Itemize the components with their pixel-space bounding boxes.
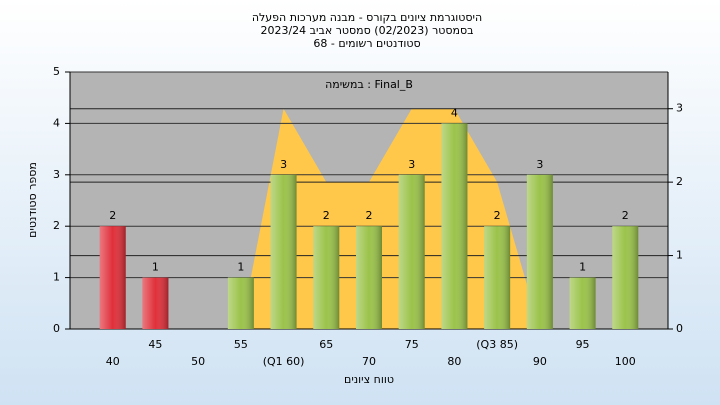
y2-tick-label: 3 (676, 102, 683, 115)
x-tick-label: (Q1 60) (263, 355, 305, 368)
x-tick-label: (Q3 85) (476, 338, 518, 351)
bar-shade (356, 226, 382, 329)
x-tick-label: 80 (447, 355, 461, 368)
value-label: 1 (237, 261, 244, 274)
x-tick-label: 100 (615, 355, 636, 368)
x-tick-label: 65 (319, 338, 333, 351)
x-axis-label: טווח ציונים (344, 373, 394, 386)
y-tick-label: 5 (53, 65, 60, 78)
value-label: 2 (323, 209, 330, 222)
bar-shade (270, 174, 297, 329)
y-tick-label: 0 (53, 322, 60, 335)
bar-shade (227, 277, 254, 329)
bar-shade (569, 277, 596, 329)
chart-subtitle: בסמסטר (02/2023) סמסטר אביב 2023/24 (260, 24, 473, 37)
value-label: 2 (366, 209, 373, 222)
x-tick-label: 75 (405, 338, 419, 351)
bar-shade (441, 123, 468, 330)
chart-subtitle: סטודנטים רשומים - 68 (313, 37, 420, 50)
x-tick-label: 95 (576, 338, 590, 351)
y-tick-label: 2 (53, 219, 60, 232)
x-tick-label: 40 (106, 355, 120, 368)
y-tick-label: 3 (53, 168, 60, 181)
x-tick-label: 45 (148, 338, 162, 351)
value-label: 2 (109, 209, 116, 222)
value-label: 4 (451, 106, 458, 119)
y2-tick-label: 1 (676, 249, 683, 262)
y-tick-label: 4 (53, 116, 60, 129)
y-tick-label: 1 (53, 271, 60, 284)
value-label: 1 (579, 261, 586, 274)
value-label: 2 (494, 209, 501, 222)
bar-shade (313, 226, 340, 329)
bar-shade (398, 174, 425, 329)
value-label: 3 (280, 158, 287, 171)
bar-shade (484, 226, 511, 329)
x-tick-label: 55 (234, 338, 248, 351)
value-label: 1 (152, 261, 159, 274)
bar-shade (612, 226, 639, 329)
bar-shade (526, 174, 553, 329)
bar-shade (99, 226, 126, 329)
value-label: 3 (408, 158, 415, 171)
y-axis-label: מספר סטודנטים (26, 162, 39, 238)
value-label: 3 (536, 158, 543, 171)
legend-entry: במשימה : Final_B (325, 78, 413, 91)
chart-title: היסטוגרמת ציונים בקורס - מבנה מערכות הפע… (252, 11, 482, 24)
x-tick-label: 50 (191, 355, 205, 368)
x-tick-label: 90 (533, 355, 547, 368)
x-tick-label: 70 (362, 355, 376, 368)
y2-tick-label: 0 (676, 322, 683, 335)
value-label: 2 (622, 209, 629, 222)
y2-tick-label: 2 (676, 175, 683, 188)
bar-shade (142, 277, 169, 329)
